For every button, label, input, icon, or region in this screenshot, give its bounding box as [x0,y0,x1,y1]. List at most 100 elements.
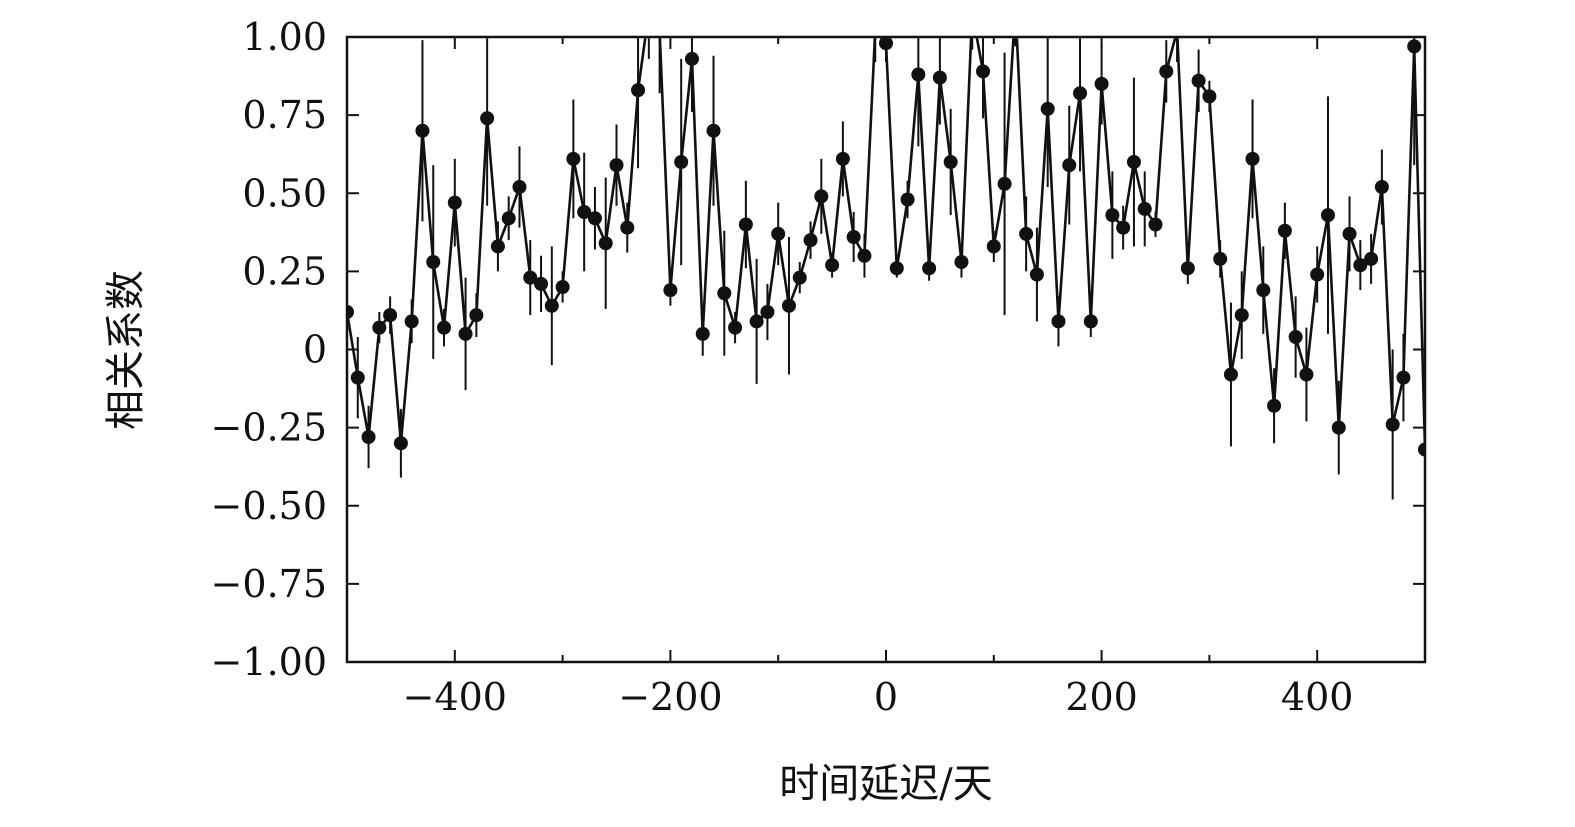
data-point [760,305,775,319]
data-point [1173,37,1181,38]
data-point [1299,367,1314,382]
data-point [1385,417,1400,432]
data-point [426,255,441,269]
data-point [1019,226,1034,241]
data-point [857,248,872,263]
data-point [1418,442,1425,457]
data-point [383,308,398,323]
x-tick-label: −400 [403,675,507,719]
y-tick-label: 0.25 [242,249,327,293]
data-point [544,298,559,313]
data-point [738,217,753,232]
data-point [835,151,850,166]
data-point [965,5,979,19]
data-point [1159,64,1174,79]
data-point [512,180,527,194]
data-point [872,37,879,38]
data-point [717,286,732,301]
data-point [1116,220,1131,235]
data-point [1331,420,1346,435]
data-point [1191,73,1206,88]
data-point [1040,101,1055,116]
data-point [347,305,354,319]
data-point [997,176,1012,191]
data-point [771,226,786,241]
data-point [620,220,635,235]
data-point [1342,226,1357,241]
data-point [1374,180,1389,194]
data-point [587,211,602,226]
data-point [1223,367,1238,382]
data-point [954,255,969,269]
data-point [534,276,549,291]
data-point [1062,158,1077,173]
y-tick-label: −0.75 [211,562,327,606]
data-point [749,314,764,329]
x-tick-label: 400 [1281,675,1354,719]
data-point [577,205,592,219]
data-point [1180,261,1195,276]
data-point [1310,267,1325,282]
data-point [1288,330,1303,344]
y-tick-label: 1.00 [242,15,327,59]
data-point [1364,251,1379,266]
data-point [404,314,419,329]
data-point [695,326,710,341]
data-point [684,51,699,66]
data-point [501,211,516,226]
data-point [469,308,484,323]
data-point [1126,155,1141,169]
data-point [976,64,991,79]
data-point [932,70,947,85]
data-point [566,151,581,166]
data-point [393,436,408,451]
data-point [555,280,570,294]
data-point [1094,76,1109,91]
data-point [846,230,861,244]
y-tick-label: −0.50 [211,484,327,528]
data-point [490,239,505,254]
data-point [986,239,1001,254]
data-point [900,192,915,207]
data-point [1234,308,1249,323]
data-point [674,155,689,169]
data-point [1256,283,1271,298]
data-point [1245,151,1260,166]
data-point [1051,314,1066,329]
data-point [1277,223,1292,238]
data-point [1353,258,1368,273]
plot-area [347,0,1425,500]
data-point [1029,267,1044,282]
axes-ticks: −400 −200 0 200 400 1.00 0.75 0.50 0.25 0 −0.25 −0.… [211,15,1426,719]
data-point [631,83,646,98]
data-point [792,270,807,285]
x-axis-title: 时间延迟/天 [779,761,992,807]
data-point [1073,86,1088,101]
data-point [1137,201,1152,216]
data-point [663,283,678,298]
data-point [609,158,624,173]
data-point [1396,370,1411,385]
x-tick-label: 0 [874,675,898,719]
y-axis-title: 相关系数 [103,270,149,430]
data-point [642,5,656,19]
data-point [1083,314,1098,329]
data-point [1202,89,1217,104]
x-tick-label: 200 [1065,675,1138,719]
data-point [1008,0,1022,13]
x-tick-label: −200 [618,675,722,719]
data-point [350,370,365,385]
data-point [523,270,538,285]
plot-frame [345,35,1427,664]
data-point [814,189,829,204]
data-point [825,258,840,273]
data-point [706,123,721,138]
data-point [437,320,452,335]
data-point [598,236,613,251]
data-point [372,320,387,335]
data-point [1267,398,1282,413]
data-point [656,37,663,38]
data-point [943,155,958,169]
